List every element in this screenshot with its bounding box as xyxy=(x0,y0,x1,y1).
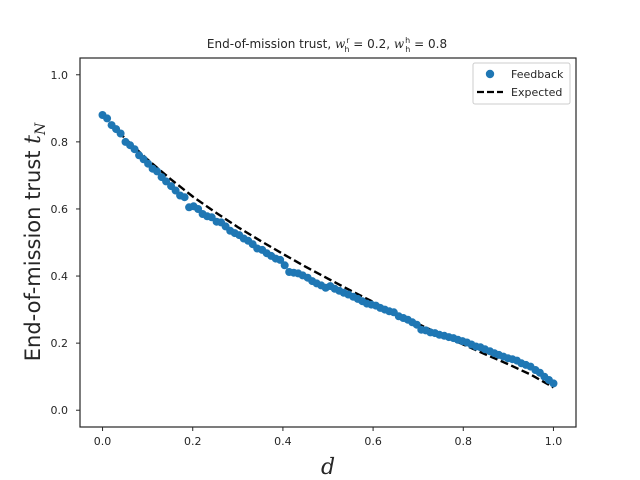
legend-feedback-label: Feedback xyxy=(511,68,564,81)
x-tick-label: 0.0 xyxy=(94,435,112,448)
chart-title: End-of-mission trust, wr h = 0.2, wh h = 0… xyxy=(207,36,447,54)
x-tick-label: 0.4 xyxy=(274,435,292,448)
expected-line xyxy=(101,114,555,389)
y-axis-label: End-of-mission trust tN xyxy=(21,122,49,361)
y-tick-label: 1.0 xyxy=(51,69,69,82)
x-axis-ticks: 0.0 0.2 0.4 0.6 0.8 1.0 xyxy=(94,427,562,448)
legend-expected-label: Expected xyxy=(511,86,562,99)
y-axis-ticks: 0.0 0.2 0.4 0.6 0.8 1.0 xyxy=(51,69,80,417)
y-tick-label: 0.8 xyxy=(51,136,69,149)
expected-series xyxy=(101,114,555,389)
feedback-point xyxy=(153,167,162,176)
legend: Feedback Expected xyxy=(472,62,571,105)
x-axis-label: d xyxy=(321,455,335,480)
x-tick-label: 0.2 xyxy=(184,435,202,448)
plot-area xyxy=(79,57,577,428)
y-tick-label: 0.2 xyxy=(51,337,69,350)
x-tick-label: 1.0 xyxy=(545,435,563,448)
feedback-point xyxy=(162,177,171,186)
feedback-point xyxy=(276,255,285,264)
y-tick-label: 0.6 xyxy=(51,203,69,216)
x-tick-label: 0.8 xyxy=(455,435,473,448)
y-tick-label: 0.0 xyxy=(51,404,69,417)
x-tick-label: 0.6 xyxy=(364,435,382,448)
legend-box xyxy=(472,62,571,105)
y-tick-label: 0.4 xyxy=(51,270,69,283)
feedback-point xyxy=(103,114,112,123)
feedback-point xyxy=(116,129,125,138)
feedback-point xyxy=(130,145,139,154)
feedback-point xyxy=(280,261,289,270)
legend-feedback-marker xyxy=(485,69,495,79)
feedback-point xyxy=(180,193,189,202)
feedback-series xyxy=(98,111,558,388)
feedback-point xyxy=(549,379,558,388)
